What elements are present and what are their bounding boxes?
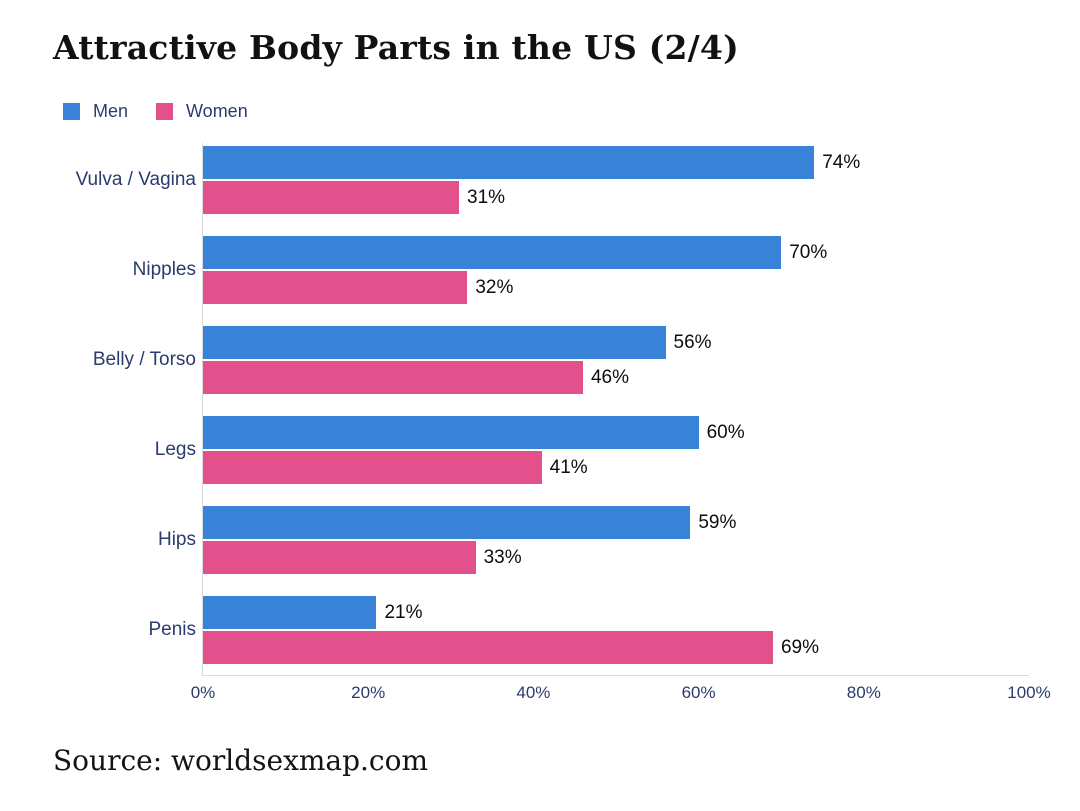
women-bar-line: 33% [203, 541, 1029, 574]
women-color-swatch [156, 103, 174, 120]
x-axis-tick-label: 0% [190, 683, 216, 702]
plot-area: Vulva / Vagina 74% 31% Nipples 70% 32% B… [76, 143, 1051, 702]
women-bar-value: 31% [467, 186, 506, 208]
category-label: Vulva / Vagina [75, 169, 196, 190]
bar-group: Vulva / Vagina 74% 31% [76, 146, 1029, 214]
men-color-swatch [63, 103, 80, 120]
bar-group: Nipples 70% 32% [133, 236, 1029, 304]
men-bar-line: 59% [203, 506, 1029, 539]
women-bar-value: 41% [549, 456, 588, 478]
category-label: Belly / Torso [92, 349, 196, 370]
legend-label-men: Men [93, 101, 129, 121]
men-bar [203, 236, 782, 269]
women-bar-line: 32% [203, 271, 1029, 304]
men-bar [203, 596, 377, 629]
x-axis-tick-label: 80% [846, 683, 881, 702]
men-bar-value: 60% [706, 421, 745, 443]
men-bar-line: 21% [203, 596, 1029, 629]
men-bar-value: 56% [673, 331, 712, 353]
men-bar [203, 416, 699, 449]
women-bar-value: 32% [475, 276, 514, 298]
bar-group: Hips 59% 33% [158, 506, 1029, 574]
legend-item-women: Women [156, 101, 248, 122]
men-bar [203, 326, 666, 359]
men-bar-value: 74% [822, 151, 861, 173]
women-bar-line: 41% [203, 451, 1029, 484]
x-axis-tick-label: 100% [1007, 683, 1051, 702]
men-bar [203, 506, 691, 539]
women-bar [203, 451, 542, 484]
bar-group: Penis 21% 69% [148, 596, 1029, 664]
women-bar-value: 46% [590, 366, 629, 388]
men-bar-line: 70% [203, 236, 1029, 269]
women-bar [203, 631, 773, 664]
legend: Men Women [63, 101, 248, 122]
men-bar-line: 56% [203, 326, 1029, 359]
women-bar-line: 31% [203, 181, 1029, 214]
women-bar-line: 46% [203, 361, 1029, 394]
x-axis-tick-label: 40% [516, 683, 551, 702]
women-bar-value: 33% [483, 546, 522, 568]
men-bar-value: 70% [789, 241, 828, 263]
men-bar-value: 59% [698, 511, 737, 533]
category-label: Legs [154, 439, 196, 460]
women-bar [203, 541, 476, 574]
men-bar-line: 60% [203, 416, 1029, 449]
x-axis-tick-label: 20% [351, 683, 386, 702]
women-bar-line: 69% [203, 631, 1029, 664]
bar-group: Legs 60% 41% [155, 416, 1029, 484]
category-label: Penis [148, 619, 196, 640]
women-bar-value: 69% [780, 636, 819, 658]
source-note: Source: worldsexmap.com [53, 744, 429, 777]
women-bar [203, 181, 460, 214]
legend-item-men: Men [63, 101, 128, 122]
bar-rows: Vulva / Vagina 74% 31% Nipples 70% 32% B… [76, 146, 1029, 678]
women-bar [203, 271, 468, 304]
chart-title: Attractive Body Parts in the US (2/4) [53, 28, 739, 67]
women-bar [203, 361, 583, 394]
category-label: Hips [157, 529, 196, 550]
men-bar [203, 146, 815, 179]
men-bar-value: 21% [384, 601, 423, 623]
legend-label-women: Women [186, 101, 248, 121]
bar-group: Belly / Torso 56% 46% [93, 326, 1029, 394]
x-axis-tick-label: 60% [681, 683, 716, 702]
men-bar-line: 74% [203, 146, 1029, 179]
category-label: Nipples [132, 259, 196, 280]
